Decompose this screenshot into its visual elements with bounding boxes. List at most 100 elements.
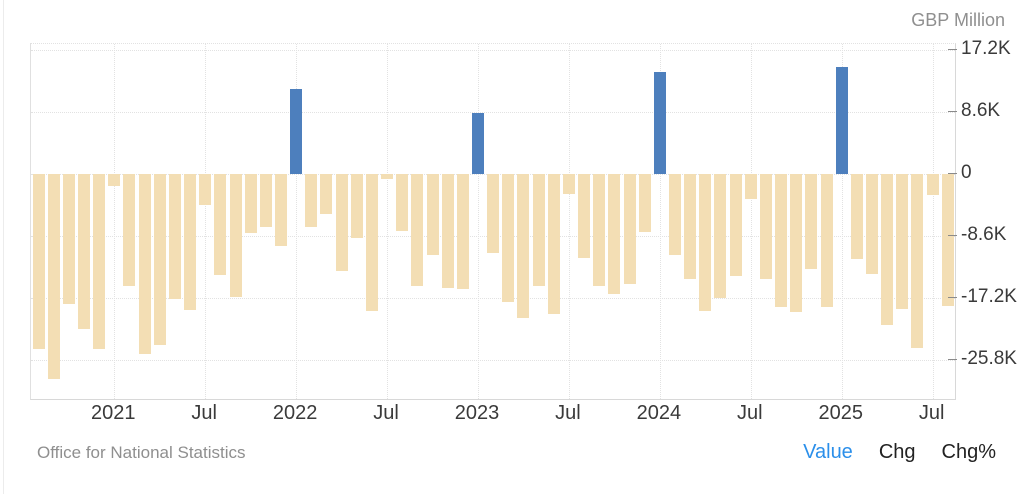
y-axis-tick [948,235,957,236]
y-axis-tick [948,297,957,298]
bar-jul-2023[interactable] [562,174,575,195]
bar-sep-2020[interactable] [47,174,60,379]
bar-mar-2025[interactable] [866,174,879,275]
bar-jan-2025[interactable] [835,67,848,174]
bar-feb-2023[interactable] [487,174,500,254]
gridline-vertical [205,44,207,399]
plot-area [30,43,956,400]
gridline-horizontal [31,360,955,361]
bar-feb-2022[interactable] [305,174,318,227]
x-axis-label: 2025 [818,402,863,424]
bar-apr-2025[interactable] [881,174,894,325]
bar-mar-2024[interactable] [684,174,697,279]
bar-jun-2025[interactable] [911,174,924,348]
gridline-horizontal [31,298,955,299]
bar-oct-2020[interactable] [62,174,75,305]
gridline-horizontal [31,112,955,113]
x-axis-label: Jul [736,402,763,424]
bar-jan-2021[interactable] [108,174,121,186]
bar-feb-2025[interactable] [850,174,863,260]
y-axis-label: 17.2K [961,38,1011,59]
bar-aug-2025[interactable] [941,174,954,306]
bar-oct-2024[interactable] [790,174,803,312]
bar-dec-2020[interactable] [93,174,106,350]
bar-dec-2023[interactable] [638,174,651,233]
bar-jul-2024[interactable] [744,174,757,200]
bar-sep-2022[interactable] [411,174,424,287]
bar-aug-2020[interactable] [32,174,45,350]
bar-aug-2023[interactable] [578,174,591,258]
y-axis-label: 8.6K [961,100,1001,121]
bar-jun-2023[interactable] [547,174,560,314]
bar-jan-2022[interactable] [290,88,303,174]
y-axis-tick [948,49,957,50]
bar-may-2021[interactable] [168,174,181,300]
source-attribution: Office for National Statistics [37,443,246,462]
view-toggle-chg-pct[interactable]: Chg% [941,441,996,463]
bar-oct-2022[interactable] [426,174,439,256]
bar-apr-2021[interactable] [153,174,166,345]
view-toggle-value[interactable]: Value [803,441,853,463]
bar-feb-2021[interactable] [123,174,136,287]
bar-apr-2022[interactable] [335,174,348,272]
bar-mar-2021[interactable] [138,174,151,355]
y-axis-tick [948,111,957,112]
x-axis-label: 2023 [454,402,500,424]
bar-jun-2022[interactable] [365,174,378,311]
y-axis-label: 0 [961,162,972,183]
x-axis-label: 2021 [91,402,136,424]
panel-left-border [3,0,4,494]
bar-apr-2024[interactable] [699,174,712,311]
bar-may-2024[interactable] [714,174,727,298]
gridline-vertical [932,44,934,399]
bar-nov-2024[interactable] [805,174,818,270]
bar-jul-2021[interactable] [199,174,212,205]
view-toggle-group: Value Chg Chg% [803,441,996,464]
x-axis-label: Jul [191,402,217,424]
y-axis-label: -8.6K [961,224,1007,245]
y-axis-tick [948,359,957,360]
x-axis-label: 2022 [272,402,318,424]
gridline-horizontal [31,50,955,51]
bar-may-2025[interactable] [896,174,909,309]
bar-oct-2021[interactable] [244,174,257,234]
y-axis-unit-label: GBP Million [911,10,1005,30]
bar-mar-2023[interactable] [502,174,515,302]
bar-jul-2025[interactable] [926,174,939,195]
bar-sep-2021[interactable] [229,174,242,297]
gridline-vertical [296,44,298,399]
gridline-vertical [387,44,389,399]
bar-apr-2023[interactable] [517,174,530,319]
bar-dec-2022[interactable] [456,174,469,290]
bar-aug-2022[interactable] [396,174,409,231]
bar-aug-2024[interactable] [759,174,772,280]
bar-nov-2020[interactable] [77,174,90,329]
bar-oct-2023[interactable] [608,174,621,295]
gridline-vertical [841,44,843,399]
bar-aug-2021[interactable] [214,174,227,275]
gridline-vertical [568,44,570,399]
bar-jun-2024[interactable] [729,174,742,277]
x-axis-label: Jul [373,402,399,424]
x-axis-label: Jul [918,402,945,424]
bar-sep-2024[interactable] [775,174,788,307]
bar-nov-2022[interactable] [441,174,454,288]
x-axis-label: Jul [555,402,581,424]
bar-feb-2024[interactable] [669,174,681,256]
bar-mar-2022[interactable] [320,174,333,215]
bar-may-2023[interactable] [532,174,545,287]
bar-dec-2024[interactable] [820,174,833,307]
y-axis-tick [948,173,957,174]
view-toggle-chg[interactable]: Chg [878,441,916,463]
bar-jun-2021[interactable] [184,174,197,310]
bar-jan-2024[interactable] [653,71,666,174]
bar-sep-2023[interactable] [593,174,606,286]
gridline-vertical [659,44,661,399]
bar-nov-2021[interactable] [259,174,272,227]
bar-dec-2021[interactable] [274,174,287,247]
bar-nov-2023[interactable] [623,174,636,285]
gridline-vertical [114,44,116,399]
bar-jan-2023[interactable] [471,112,484,174]
bar-may-2022[interactable] [350,174,363,239]
bar-jul-2022[interactable] [381,174,394,180]
